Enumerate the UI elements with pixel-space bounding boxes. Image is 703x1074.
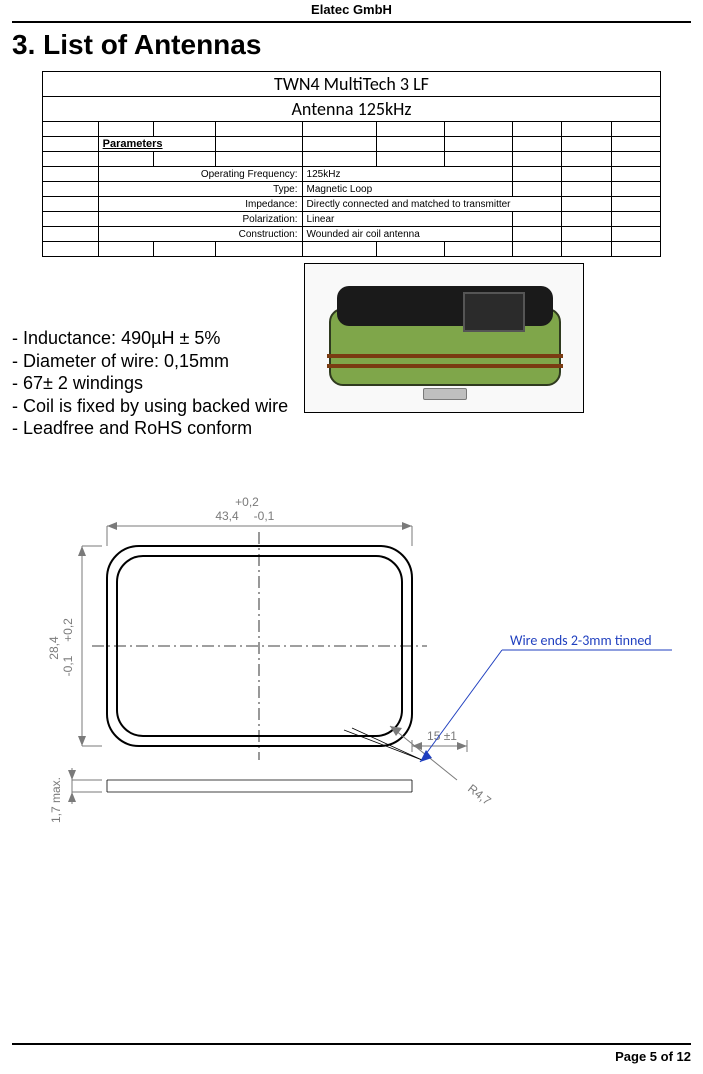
bullet-item: - 67± 2 windings <box>12 372 288 395</box>
antenna-table: TWN4 MultiTech 3 LF Antenna 125kHz Param… <box>42 71 661 257</box>
row-label: Type: <box>98 182 302 197</box>
dim-tol-upper-h: +0,2 <box>61 617 75 641</box>
bullet-list: - Inductance: 490µH ± 5% - Diameter of w… <box>12 327 288 440</box>
row-value: Directly connected and matched to transm… <box>302 197 562 212</box>
dim-tol-upper: +0,2 <box>235 495 259 509</box>
product-photo <box>304 263 584 413</box>
dim-width: 43,4 <box>215 509 239 523</box>
row-value: Linear <box>302 212 512 227</box>
row-label: Operating Frequency: <box>98 167 302 182</box>
row-label: Impedance: <box>98 197 302 212</box>
table-title: TWN4 MultiTech 3 LF <box>43 72 661 97</box>
bullet-item: - Inductance: 490µH ± 5% <box>12 327 288 350</box>
page-header: Elatec GmbH <box>12 0 691 23</box>
dim-height: 28,4 <box>47 635 61 659</box>
parameters-header: Parameters <box>98 137 215 152</box>
row-value: Wounded air coil antenna <box>302 227 512 242</box>
table-subtitle: Antenna 125kHz <box>43 97 661 122</box>
dim-thickness: 1,7 max. <box>49 776 63 822</box>
row-label: Polarization: <box>98 212 302 227</box>
dim-radius: R4,7 <box>465 781 494 808</box>
dim-tol-lower-h: -0,1 <box>61 655 75 676</box>
callout-text: Wire ends 2-3mm tinned <box>510 632 652 649</box>
section-heading: 3. List of Antennas <box>12 29 691 61</box>
bullet-item: - Coil is fixed by using backed wire <box>12 395 288 418</box>
technical-drawing: +0,2 43,4 -0,1 +0,2 28,4 -0,1 1,7 max. 1… <box>12 480 692 840</box>
bullet-item: - Diameter of wire: 0,15mm <box>12 350 288 373</box>
dim-tol-lower: -0,1 <box>254 509 275 523</box>
row-label: Construction: <box>98 227 302 242</box>
row-value: Magnetic Loop <box>302 182 512 197</box>
bullet-item: - Leadfree and RoHS conform <box>12 417 288 440</box>
page-footer: Page 5 of 12 <box>12 1043 691 1064</box>
row-value: 125kHz <box>302 167 512 182</box>
